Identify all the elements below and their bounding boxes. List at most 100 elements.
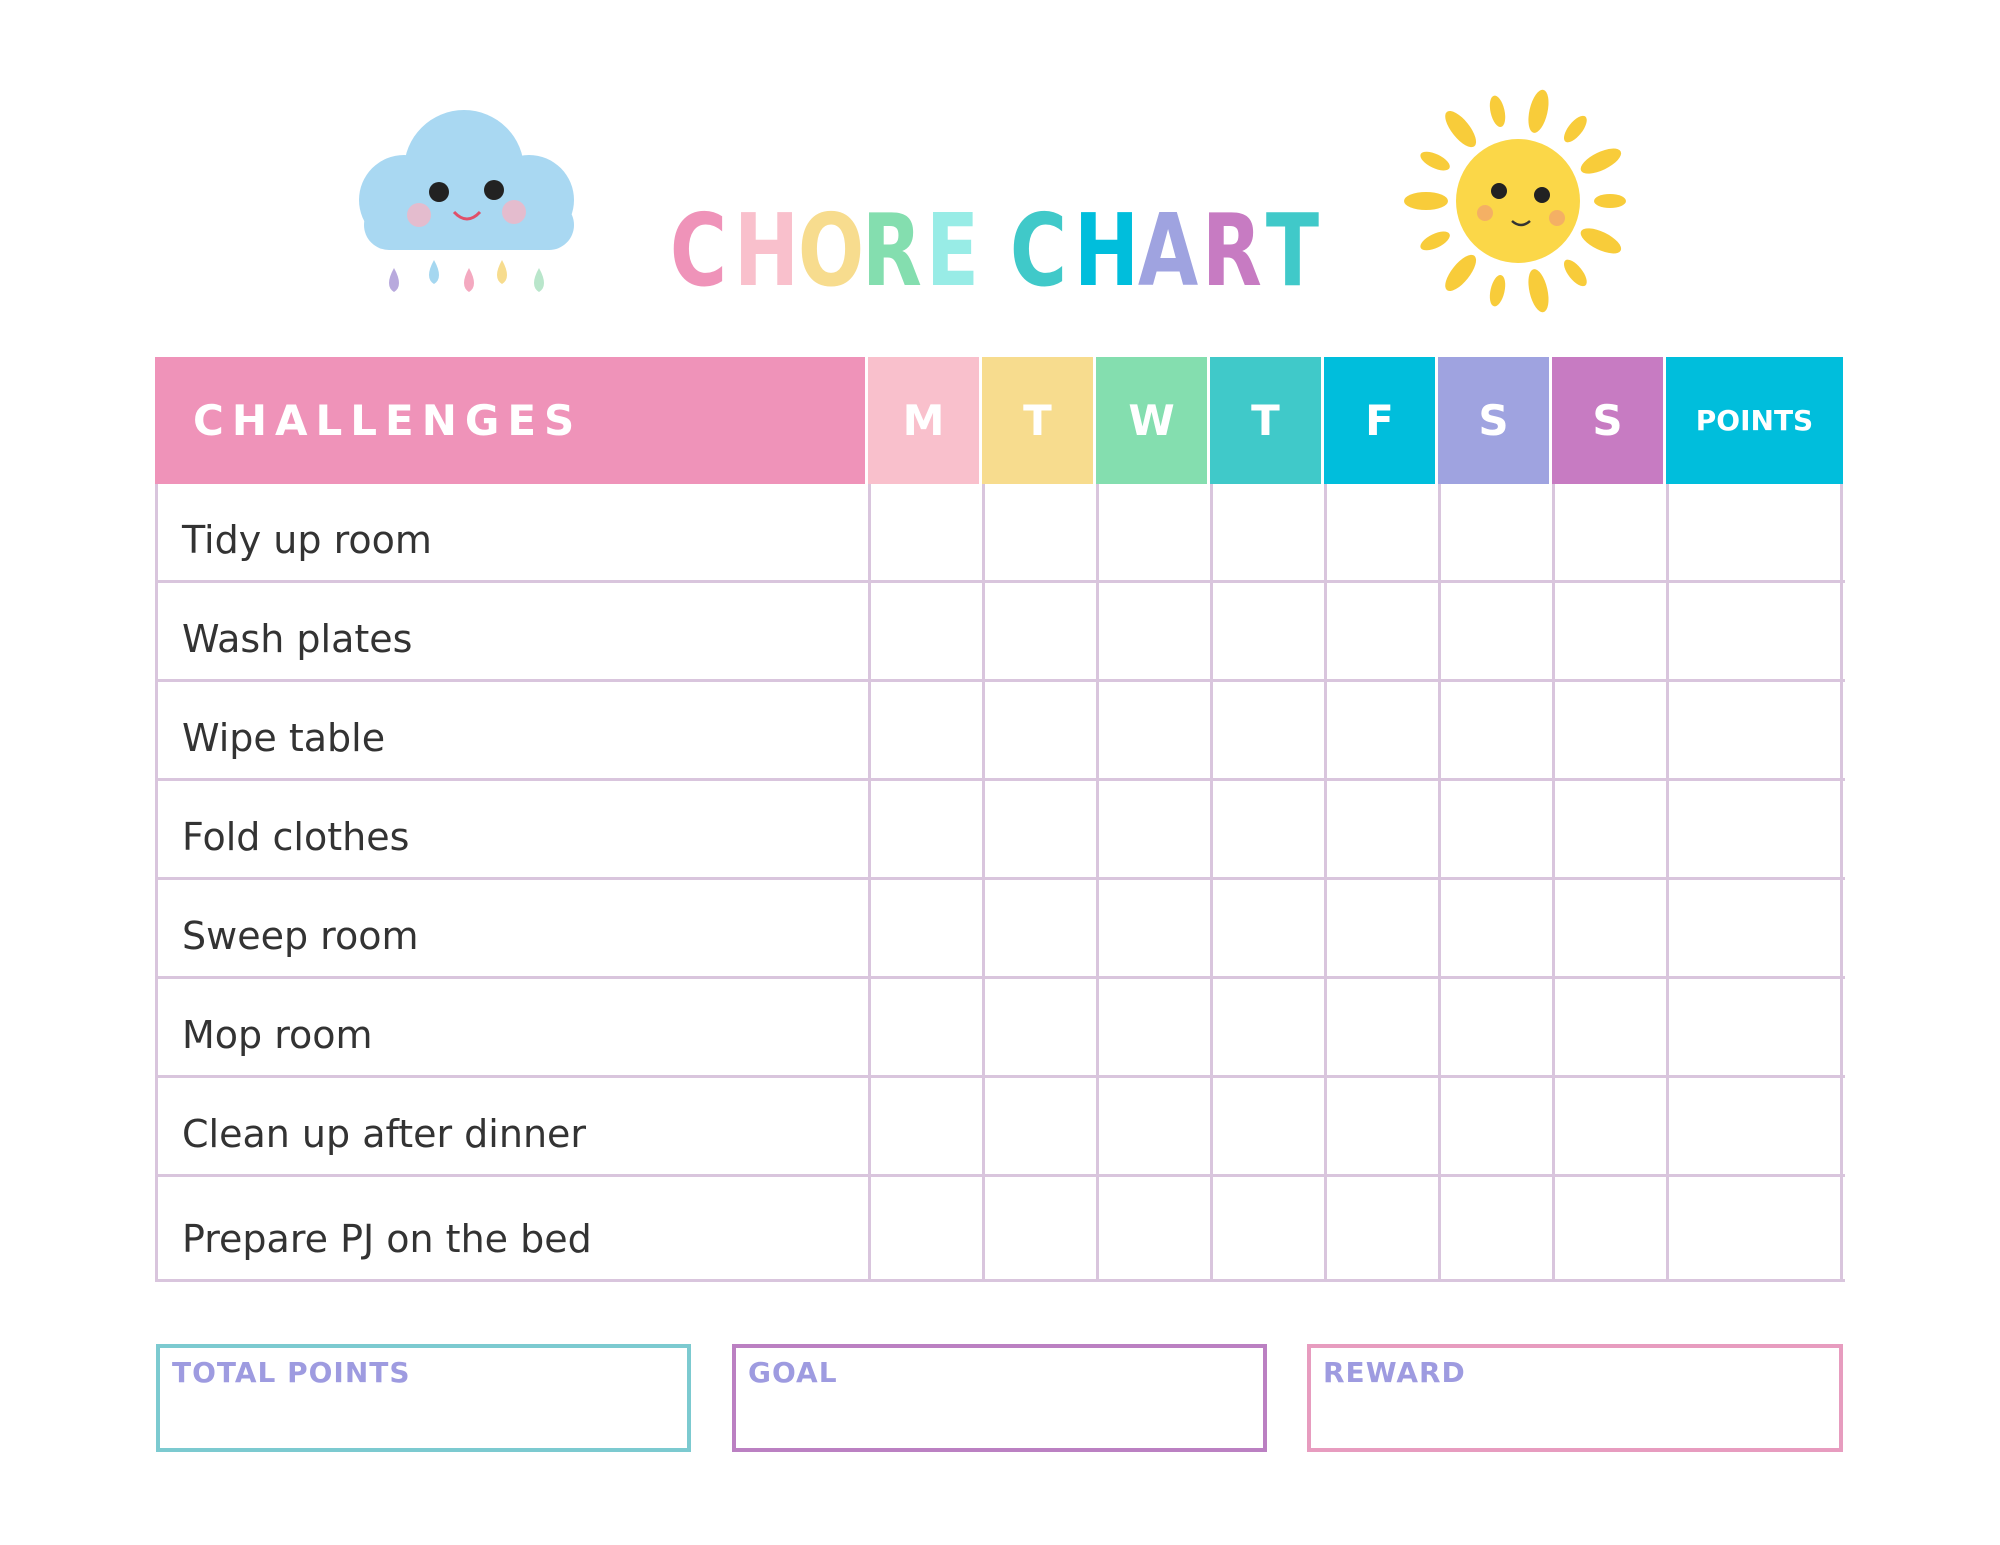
day-check-cell[interactable] [868, 880, 982, 976]
day-check-cell[interactable] [1096, 1078, 1210, 1174]
sun-illustration [1397, 83, 1639, 313]
day-check-cell[interactable] [982, 781, 1096, 877]
day-check-cell[interactable] [1324, 682, 1438, 778]
points-cell[interactable] [1666, 880, 1843, 976]
chore-name: Prepare PJ on the bed [155, 1177, 868, 1279]
day-check-cell[interactable] [982, 979, 1096, 1075]
day-check-cell[interactable] [868, 484, 982, 580]
day-check-cell[interactable] [868, 682, 982, 778]
day-check-cell[interactable] [1552, 1177, 1666, 1279]
table-row: Sweep room [155, 880, 1845, 979]
day-check-cell[interactable] [1096, 1177, 1210, 1279]
header-day-sat: S [1438, 357, 1552, 484]
day-check-cell[interactable] [1210, 781, 1324, 877]
day-check-cell[interactable] [1552, 484, 1666, 580]
points-cell[interactable] [1666, 682, 1843, 778]
day-check-cell[interactable] [1438, 583, 1552, 679]
day-check-cell[interactable] [1438, 484, 1552, 580]
day-check-cell[interactable] [1552, 583, 1666, 679]
table-row: Fold clothes [155, 781, 1845, 880]
day-check-cell[interactable] [1096, 682, 1210, 778]
day-check-cell[interactable] [1324, 880, 1438, 976]
day-check-cell[interactable] [982, 1078, 1096, 1174]
day-check-cell[interactable] [1210, 583, 1324, 679]
points-cell[interactable] [1666, 1177, 1843, 1279]
points-cell[interactable] [1666, 979, 1843, 1075]
day-check-cell[interactable] [1438, 1177, 1552, 1279]
title-letter: R [1201, 192, 1262, 309]
chore-name: Wipe table [155, 682, 868, 778]
day-check-cell[interactable] [1324, 781, 1438, 877]
day-check-cell[interactable] [868, 781, 982, 877]
sun-ray [1420, 151, 1450, 171]
chore-name: Tidy up room [155, 484, 868, 580]
reward-label: REWARD [1323, 1356, 1466, 1389]
goal-box[interactable]: GOAL [732, 1344, 1267, 1452]
day-check-cell[interactable] [868, 979, 982, 1075]
points-cell[interactable] [1666, 781, 1843, 877]
points-cell[interactable] [1666, 583, 1843, 679]
day-check-cell[interactable] [1552, 781, 1666, 877]
day-check-cell[interactable] [1438, 1078, 1552, 1174]
day-check-cell[interactable] [1210, 979, 1324, 1075]
points-cell[interactable] [1666, 484, 1843, 580]
sun-ray [1489, 95, 1506, 127]
day-check-cell[interactable] [1552, 880, 1666, 976]
total-points-box[interactable]: TOTAL POINTS [156, 1344, 691, 1452]
day-check-cell[interactable] [868, 1078, 982, 1174]
day-check-cell[interactable] [1438, 781, 1552, 877]
day-check-cell[interactable] [1096, 979, 1210, 1075]
table-row: Mop room [155, 979, 1845, 1078]
day-check-cell[interactable] [982, 1177, 1096, 1279]
sun-ray [1563, 115, 1587, 143]
day-check-cell[interactable] [1210, 682, 1324, 778]
day-check-cell[interactable] [1324, 484, 1438, 580]
day-check-cell[interactable] [1438, 682, 1552, 778]
sun-ray [1563, 259, 1587, 287]
day-check-cell[interactable] [868, 583, 982, 679]
sun-ray [1594, 194, 1626, 208]
day-check-cell[interactable] [1324, 979, 1438, 1075]
day-check-cell[interactable] [1096, 880, 1210, 976]
day-check-cell[interactable] [1210, 484, 1324, 580]
header-day-sun: S [1552, 357, 1666, 484]
reward-box[interactable]: REWARD [1307, 1344, 1843, 1452]
chore-name: Wash plates [155, 583, 868, 679]
header-day-tue: T [982, 357, 1096, 484]
sun-ray [1528, 89, 1549, 133]
day-check-cell[interactable] [1096, 781, 1210, 877]
header-day-wed: W [1096, 357, 1210, 484]
chore-name: Fold clothes [155, 781, 868, 877]
day-check-cell[interactable] [1552, 979, 1666, 1075]
title-letter: C [669, 192, 727, 309]
day-check-cell[interactable] [982, 682, 1096, 778]
title-letter: R [861, 192, 922, 309]
table-row: Tidy up room [155, 484, 1845, 583]
day-check-cell[interactable] [1438, 979, 1552, 1075]
table-row: Wash plates [155, 583, 1845, 682]
day-check-cell[interactable] [1324, 583, 1438, 679]
day-check-cell[interactable] [1210, 1177, 1324, 1279]
sun-ray [1420, 231, 1450, 251]
day-check-cell[interactable] [982, 484, 1096, 580]
title-letter: C [1009, 192, 1067, 309]
sun-ray [1489, 275, 1506, 307]
day-check-cell[interactable] [1552, 682, 1666, 778]
day-check-cell[interactable] [1552, 1078, 1666, 1174]
sun-ray [1445, 254, 1477, 292]
day-check-cell[interactable] [1324, 1177, 1438, 1279]
table-row: Prepare PJ on the bed [155, 1177, 1845, 1282]
chore-name: Clean up after dinner [155, 1078, 868, 1174]
table-header: CHALLENGES M T W T F S S POINTS [155, 357, 1845, 484]
day-check-cell[interactable] [1096, 484, 1210, 580]
sun-icon [1404, 89, 1626, 313]
day-check-cell[interactable] [1096, 583, 1210, 679]
day-check-cell[interactable] [982, 880, 1096, 976]
day-check-cell[interactable] [1324, 1078, 1438, 1174]
day-check-cell[interactable] [982, 583, 1096, 679]
points-cell[interactable] [1666, 1078, 1843, 1174]
day-check-cell[interactable] [1438, 880, 1552, 976]
day-check-cell[interactable] [1210, 880, 1324, 976]
day-check-cell[interactable] [868, 1177, 982, 1279]
day-check-cell[interactable] [1210, 1078, 1324, 1174]
